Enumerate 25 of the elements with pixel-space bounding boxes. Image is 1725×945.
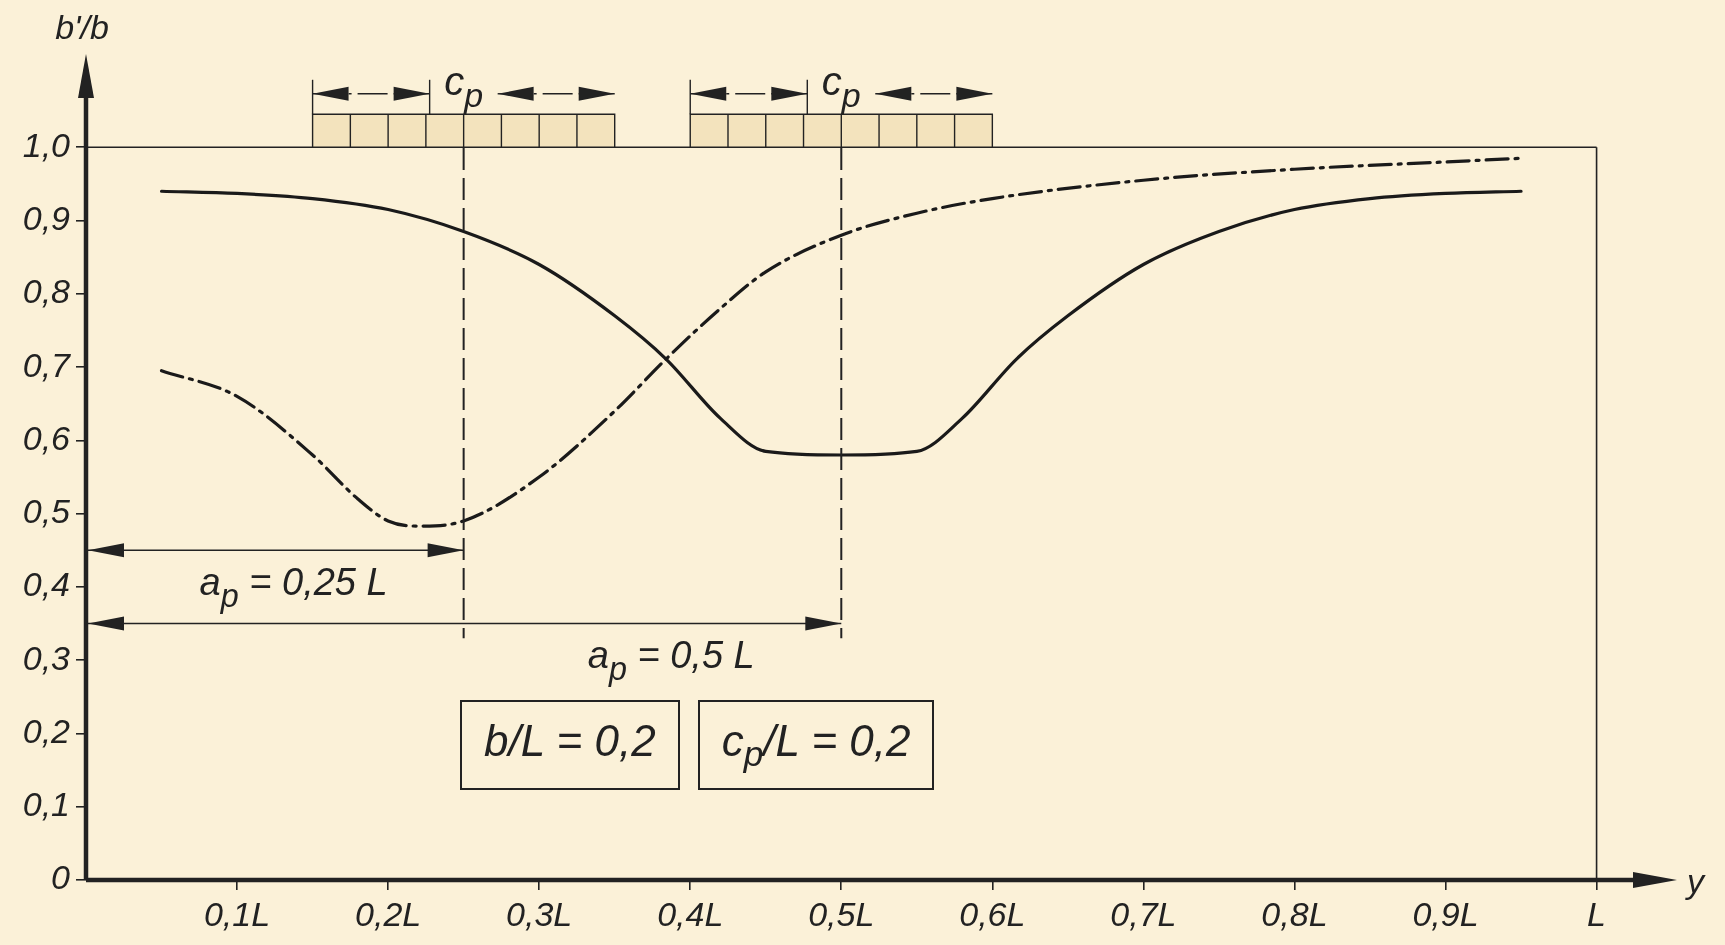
x-tick-label: 0,9L — [1412, 894, 1479, 933]
x-tick-label: 0,8L — [1261, 894, 1328, 933]
x-tick-label: 0,5L — [808, 894, 875, 933]
y-tick-label: 0,5 — [22, 492, 71, 531]
y-tick-label: 0,8 — [22, 272, 71, 311]
y-axis-title: b'/b — [55, 8, 109, 47]
y-tick-label: 0 — [51, 858, 71, 897]
x-axis-title: y — [1685, 862, 1706, 901]
x-tick-label: 0,1L — [203, 894, 271, 933]
y-tick-label: 0,9 — [22, 199, 71, 237]
x-tick-label: 0,4L — [657, 894, 724, 933]
x-tick-label: L — [1587, 894, 1607, 933]
x-tick-label: 0,7L — [1110, 894, 1177, 933]
x-tick-label: 0,3L — [506, 894, 573, 933]
annotation: c$_{p}$/L = 0,2 — [697, 700, 935, 790]
y-tick-label: 0,2 — [22, 711, 71, 750]
y-tick-label: 0,4 — [22, 565, 70, 604]
y-tick-label: 0,7 — [22, 345, 72, 384]
y-tick-label: 1,0 — [22, 125, 71, 164]
annotation: b/L = 0,2 — [460, 700, 680, 790]
y-tick-label: 0,3 — [22, 638, 71, 677]
x-tick-label: 0,2L — [355, 894, 422, 933]
y-tick-label: 0,1 — [22, 785, 70, 824]
x-tick-label: 0,6L — [959, 894, 1026, 933]
y-tick-label: 0,6 — [22, 418, 71, 457]
